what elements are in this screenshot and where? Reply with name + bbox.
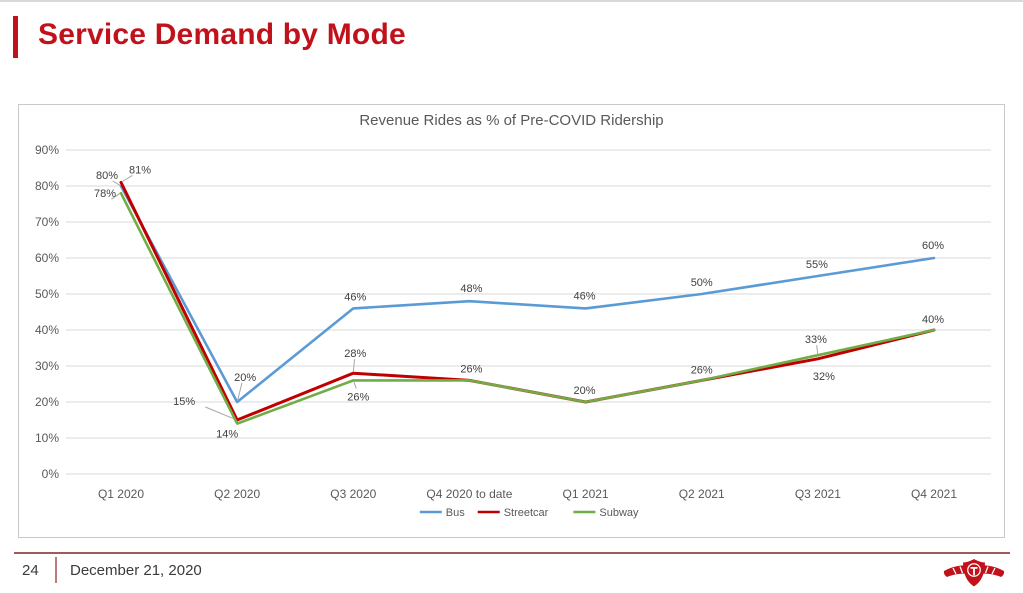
x-axis-category-label: Q2 2021	[679, 487, 725, 501]
x-axis-category-label: Q4 2021	[911, 487, 957, 501]
x-axis-category-label: Q3 2021	[795, 487, 841, 501]
x-axis-category-label: Q4 2020 to date	[426, 487, 512, 501]
data-label-leader	[121, 174, 133, 183]
data-label: 55%	[806, 259, 828, 271]
y-axis-tick-label: 10%	[35, 431, 59, 445]
series-line-subway	[119, 191, 936, 425]
chart-container: Revenue Rides as % of Pre-COVID Ridershi…	[18, 104, 1005, 538]
data-label: 26%	[347, 391, 369, 403]
y-axis-tick-label: 60%	[35, 251, 59, 265]
data-label: 80%	[96, 170, 118, 182]
footer-divider-line	[14, 552, 1010, 554]
data-label: 20%	[234, 372, 256, 384]
legend-label-streetcar: Streetcar	[504, 507, 549, 519]
y-axis-tick-label: 40%	[35, 323, 59, 337]
x-axis-category-label: Q2 2020	[214, 487, 260, 501]
series-line-streetcar	[119, 180, 936, 422]
title-accent-bar	[13, 16, 18, 58]
page-number-divider	[55, 557, 57, 583]
data-label: 48%	[460, 283, 482, 295]
data-label: 46%	[574, 290, 596, 302]
y-axis-tick-label: 70%	[35, 215, 59, 229]
data-label-leader	[205, 406, 235, 420]
legend-label-bus: Bus	[446, 507, 465, 519]
data-label: 33%	[805, 334, 827, 346]
data-label: 78%	[94, 188, 116, 200]
data-label: 15%	[173, 396, 195, 408]
y-axis-tick-label: 80%	[35, 179, 59, 193]
data-label: 14%	[216, 429, 238, 441]
data-label: 46%	[344, 291, 366, 303]
y-axis-tick-label: 30%	[35, 359, 59, 373]
legend-label-subway: Subway	[599, 507, 639, 519]
x-axis-category-label: Q1 2020	[98, 487, 144, 501]
footer-date: December 21, 2020	[70, 562, 202, 579]
data-label: 60%	[922, 240, 944, 252]
data-label-leader	[353, 381, 357, 389]
series-line-bus	[119, 184, 936, 404]
y-axis-tick-label: 0%	[42, 467, 60, 481]
ttc-logo-icon	[943, 559, 1005, 587]
data-label: 81%	[129, 164, 151, 176]
data-label: 28%	[344, 348, 366, 360]
line-chart: 0% 10% 20% 30% 40% 50% 60% 70% 80% 90% Q1 2020 Q2 2…	[35, 143, 991, 519]
x-axis-category-label: Q1 2021	[563, 487, 609, 501]
data-label-leader	[111, 192, 121, 200]
y-axis-tick-label: 50%	[35, 287, 59, 301]
data-label: 32%	[813, 371, 835, 383]
x-axis-category-label: Q3 2020	[330, 487, 376, 501]
data-label: 50%	[691, 277, 713, 289]
data-label-leader	[237, 382, 243, 401]
data-label-leader	[112, 180, 121, 186]
y-axis-tick-label: 90%	[35, 143, 59, 157]
page-title: Service Demand by Mode	[38, 18, 406, 51]
y-axis-tick-label: 20%	[35, 395, 59, 409]
data-label: 26%	[691, 364, 713, 376]
chart-title: Revenue Rides as % of Pre-COVID Ridershi…	[359, 112, 664, 129]
data-label: 40%	[922, 314, 944, 326]
data-label: 26%	[460, 363, 482, 375]
data-label-leader	[352, 359, 355, 373]
page-number: 24	[22, 562, 39, 579]
data-label: 20%	[574, 385, 596, 397]
data-label-leader	[816, 345, 819, 355]
